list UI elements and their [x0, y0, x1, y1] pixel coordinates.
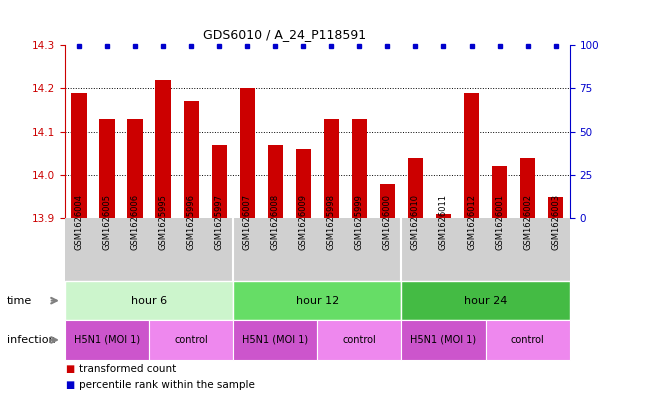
Bar — [324, 119, 339, 218]
Text: GSM1625995: GSM1625995 — [159, 194, 168, 250]
Text: time: time — [7, 296, 32, 306]
Text: GSM1626003: GSM1626003 — [551, 193, 560, 250]
Bar — [184, 101, 199, 218]
Bar — [436, 214, 451, 218]
Text: transformed count: transformed count — [79, 364, 176, 375]
Bar — [240, 88, 255, 218]
Text: GSM1626001: GSM1626001 — [495, 194, 504, 250]
Text: GSM1626007: GSM1626007 — [243, 193, 252, 250]
Bar — [268, 145, 283, 218]
Bar — [520, 158, 535, 218]
Text: H5N1 (MOI 1): H5N1 (MOI 1) — [242, 335, 309, 345]
Text: control: control — [342, 335, 376, 345]
Text: GSM1625997: GSM1625997 — [215, 194, 224, 250]
Bar — [72, 93, 87, 218]
Bar — [156, 80, 171, 218]
Bar — [492, 166, 507, 218]
Text: GSM1626009: GSM1626009 — [299, 194, 308, 250]
Bar — [296, 149, 311, 218]
Text: GSM1626008: GSM1626008 — [271, 193, 280, 250]
Bar — [548, 196, 563, 218]
Text: control: control — [510, 335, 544, 345]
Text: GSM1625996: GSM1625996 — [187, 194, 196, 250]
Text: ■: ■ — [65, 380, 74, 390]
Bar — [128, 119, 143, 218]
Text: GSM1626011: GSM1626011 — [439, 194, 448, 250]
Text: GSM1626010: GSM1626010 — [411, 194, 420, 250]
Text: GSM1626006: GSM1626006 — [131, 193, 140, 250]
Text: control: control — [174, 335, 208, 345]
Bar — [352, 119, 367, 218]
Text: GSM1626002: GSM1626002 — [523, 194, 532, 250]
Text: ■: ■ — [65, 364, 74, 375]
Text: GSM1626012: GSM1626012 — [467, 194, 476, 250]
Bar — [408, 158, 423, 218]
Text: hour 12: hour 12 — [296, 296, 339, 306]
Text: GSM1625998: GSM1625998 — [327, 194, 336, 250]
Text: hour 6: hour 6 — [131, 296, 167, 306]
Text: GSM1625999: GSM1625999 — [355, 194, 364, 250]
Text: infection: infection — [7, 335, 55, 345]
Text: hour 24: hour 24 — [464, 296, 507, 306]
Text: H5N1 (MOI 1): H5N1 (MOI 1) — [410, 335, 477, 345]
Text: H5N1 (MOI 1): H5N1 (MOI 1) — [74, 335, 140, 345]
Text: GDS6010 / A_24_P118591: GDS6010 / A_24_P118591 — [203, 28, 367, 41]
Text: GSM1626004: GSM1626004 — [75, 194, 83, 250]
Bar — [464, 93, 479, 218]
Bar — [100, 119, 115, 218]
Text: GSM1626005: GSM1626005 — [103, 194, 111, 250]
Text: percentile rank within the sample: percentile rank within the sample — [79, 380, 255, 390]
Bar — [212, 145, 227, 218]
Bar — [380, 184, 395, 218]
Text: GSM1626000: GSM1626000 — [383, 194, 392, 250]
